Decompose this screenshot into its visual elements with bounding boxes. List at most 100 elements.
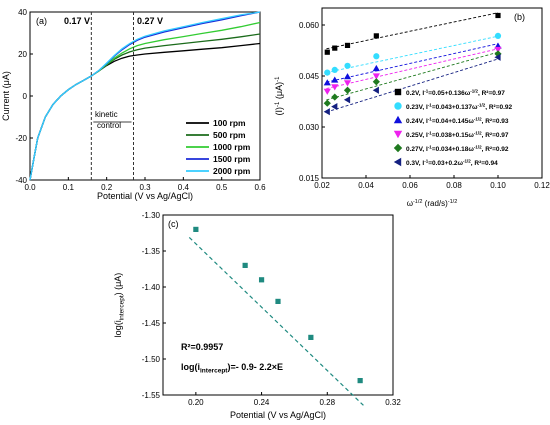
panel-b-point-0-1	[332, 45, 338, 51]
panel-c-point-5	[357, 378, 363, 384]
panel-a-legend-entry-1: 500 rpm	[213, 130, 246, 140]
panel-b-point-4-1	[331, 93, 339, 101]
panel-a-annotation-027: 0.27 V	[137, 16, 163, 26]
panel-c-frame	[162, 214, 394, 396]
panel-b-point-5-4	[494, 53, 501, 61]
panel-a-xtick-label: 0.6	[254, 183, 266, 192]
panel-b: 0.02 0.04 0.06 0.08 0.10 0.12 0.015 0.030 0.045 0…	[274, 7, 550, 208]
panel-a-legend-entry-0: 100 rpm	[213, 118, 246, 128]
panel-b-fit-line-0	[326, 12, 499, 50]
panel-a-xtick-label: 0.4	[178, 183, 190, 192]
panel-b-point-4-0	[323, 99, 331, 107]
panel-b-ytick-label: 0.030	[299, 123, 320, 132]
panel-b-point-5-2	[343, 96, 351, 104]
panel-c-fit-line	[188, 237, 364, 406]
panel-b-point-3-3	[372, 73, 380, 80]
panel-c-label: (c)	[168, 219, 179, 229]
panel-c-point-1	[242, 262, 248, 268]
panel-b-point-1-1	[331, 66, 338, 73]
panel-a-ytick-label: 0	[23, 92, 28, 101]
panel-a-ytick-label: 20	[18, 50, 27, 59]
panel-b-point-4-3	[372, 78, 380, 86]
panel-b-point-3-2	[343, 80, 352, 87]
panel-a-xlabel: Potential (V vs Ag/AgCl)	[97, 191, 193, 201]
panel-a-xtick-label: 0.2	[101, 183, 113, 192]
panel-c-xlabel: Potential (V vs Ag/AgCl)	[230, 410, 326, 420]
panel-c-xtick-label: 0.28	[319, 398, 335, 407]
panel-b-legend-entry-4: 0.27V, I-1=0.034+0.18ω-1/2, R²=0.92	[406, 145, 509, 154]
panel-b-legend-entry-1: 0.23V, I-1=0.043+0.137ω-1/2, R²=0.92	[406, 103, 513, 112]
panel-c-equation: log(iintercept)=- 0.9- 2.2×E	[181, 362, 283, 375]
panel-b-point-0-3	[373, 33, 379, 39]
panel-b-point-5-3	[372, 86, 379, 94]
panel-c-ytick-label: -1.45	[142, 319, 161, 328]
panel-b-xtick-label: 0.08	[446, 181, 462, 190]
panel-b-legend-entry-2: 0.24V, I-1=0.04+0.145ω-1/2, R²=0.93	[406, 117, 509, 126]
panel-b-point-0-2	[344, 42, 351, 48]
panel-c-ytick-label: -1.50	[142, 355, 161, 364]
panel-b-legend-entry-3: 0.25V, I-1=0.038+0.15ω-1/2, R²=0.97	[406, 131, 509, 140]
panel-b-point-3-4	[494, 46, 502, 54]
panel-b-point-3-1	[331, 84, 339, 91]
panel-a-xtick-label: 0.1	[63, 183, 75, 192]
panel-a-series-line-4	[29, 11, 261, 181]
panel-a-ytick-label: -40	[15, 176, 27, 185]
panel-c-ytick-label: -1.55	[142, 391, 161, 400]
panel-c-point-0	[193, 226, 199, 232]
panel-b-fit-line-2	[326, 43, 499, 83]
panel-a-kinetic-label: kinetic	[95, 110, 118, 119]
panel-b-point-4-2	[343, 86, 352, 94]
panel-b-legend-marker-0	[394, 88, 402, 96]
panel-b-point-0-0	[324, 49, 330, 55]
panel-c-r2: R²=0.9957	[181, 342, 223, 352]
panel-b-ytick-label: 0.045	[299, 72, 320, 81]
panel-c-point-4	[308, 334, 314, 340]
panel-a-xtick-label: 0.3	[139, 183, 151, 192]
panel-a-ytick-label: -20	[15, 134, 27, 143]
panel-c-xtick-label: 0.32	[385, 398, 401, 407]
panel-c-point-2	[258, 277, 265, 283]
panel-b-point-1-3	[373, 53, 380, 60]
panel-c-xtick-label: 0.24	[254, 398, 270, 407]
panel-c-ytick-label: -1.35	[142, 247, 161, 256]
panel-b-point-5-1	[331, 103, 338, 111]
panel-b-point-2-1	[331, 76, 339, 83]
panel-b-xtick-label: 0.04	[358, 181, 374, 190]
panel-a-legend: 100 rpm 500 rpm 1000 rpm 1500 rpm 2000 rpm	[186, 118, 251, 176]
panel-b-legend-marker-3	[393, 130, 403, 139]
panel-b-legend-entry-5: 0.3V, I-1=0.03+0.2ω-1/2, R²=0.94	[406, 159, 498, 168]
panel-a-control-label: control	[97, 121, 121, 130]
panel-a-xtick-label: 0.0	[24, 183, 36, 192]
panel-c: 0.20 0.24 0.28 0.32 -1.30 -1.35 -1.40 -1.45 -1.5…	[113, 211, 401, 420]
panel-b-ytick-label: 0.015	[299, 174, 320, 183]
panel-a-legend-entry-3: 1500 rpm	[213, 154, 251, 164]
panel-b-legend-marker-5	[393, 157, 402, 167]
panel-a-xtick-label: 0.5	[216, 183, 228, 192]
panel-b-point-2-0	[323, 79, 331, 86]
panel-b-point-1-2	[344, 62, 351, 69]
panel-c-ytick-label: -1.40	[142, 283, 161, 292]
panel-b-xtick-label: 0.10	[490, 181, 506, 190]
panel-b-fit-line-3	[326, 48, 499, 90]
panel-a-legend-entry-4: 2000 rpm	[213, 166, 251, 176]
panel-b-label: (b)	[514, 12, 525, 22]
panel-b-legend-marker-1	[394, 102, 402, 110]
panel-b-point-3-0	[323, 88, 331, 95]
panel-b-legend: 0.2V, I-1=0.05+0.136ω-1/2, R²=0.97 0.23V,…	[393, 88, 513, 168]
panel-c-ytick-label: -1.30	[142, 211, 161, 220]
panel-b-point-0-4	[495, 12, 501, 19]
panel-b-xtick-label: 0.12	[534, 181, 550, 190]
panel-b-xtick-label: 0.06	[402, 181, 418, 190]
panel-a-ylabel: Current (μA)	[1, 71, 11, 121]
panel-b-ylabel: (I)-1 (μA)-1	[274, 76, 284, 116]
panel-a-annotation-017: 0.17 V	[64, 16, 90, 26]
panel-c-xtick-label: 0.20	[188, 398, 204, 407]
panel-b-legend-entry-0: 0.2V, I-1=0.05+0.136ω-1/2, R²=0.97	[406, 89, 505, 98]
panel-c-point-3	[275, 298, 281, 304]
panel-b-xtick-label: 0.02	[314, 181, 330, 190]
panel-b-legend-marker-4	[393, 143, 403, 153]
panel-b-ytick-label: 0.060	[299, 21, 320, 30]
panel-a: 0.0 0.1 0.2 0.3 0.4 0.5 0.6 -40 -20 0 20 40 (a) 0.1…	[1, 8, 266, 201]
panel-b-fit-line-1	[326, 35, 499, 73]
